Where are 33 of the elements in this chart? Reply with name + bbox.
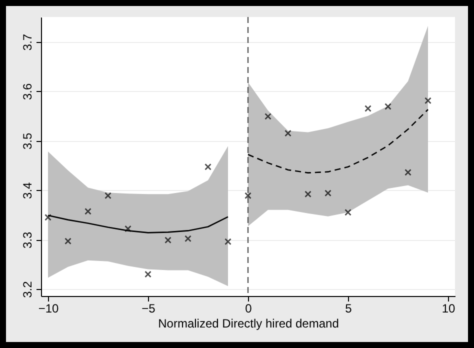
y-tick-label: 3.7 (20, 34, 34, 51)
x-tick-label: 0 (245, 302, 252, 316)
point (224, 238, 232, 246)
point (124, 225, 132, 232)
point (404, 168, 412, 176)
point (64, 238, 72, 245)
point (284, 130, 292, 137)
point (364, 105, 372, 112)
y-tick-label: 3.4 (20, 182, 34, 199)
point (244, 192, 252, 200)
line-series (247, 108, 429, 174)
point (324, 190, 332, 197)
x-tick-label: −5 (142, 302, 156, 316)
y-tick-label: 3.5 (20, 132, 34, 150)
point (424, 97, 432, 104)
x-axis-title: Normalized Directly hired demand (158, 316, 339, 330)
point (184, 235, 192, 242)
x-tick-label: −10 (38, 302, 59, 316)
y-tick-label: 3.3 (20, 231, 34, 248)
x-tick-label: 10 (442, 302, 456, 316)
point (344, 208, 352, 216)
point (144, 270, 152, 278)
line-series (47, 214, 229, 234)
point (164, 236, 172, 244)
point (84, 208, 92, 215)
point (204, 163, 212, 170)
point (264, 112, 272, 120)
x-tick-label: 5 (345, 302, 352, 316)
y-tick-label: 3.2 (20, 280, 34, 298)
point (104, 192, 112, 200)
point (384, 103, 392, 110)
y-tick-label: 3.6 (20, 83, 34, 100)
point (304, 190, 312, 198)
